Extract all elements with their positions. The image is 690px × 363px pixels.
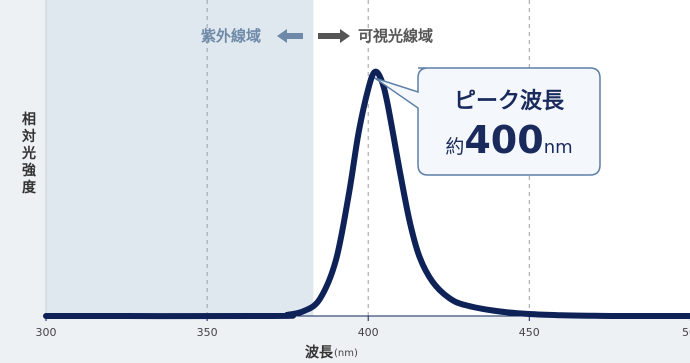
arrow-left-icon	[277, 29, 303, 43]
uv-region-label: 紫外線域	[201, 27, 261, 45]
callout-title: ピーク波長	[454, 89, 565, 114]
x-tick-label: 350	[197, 326, 218, 339]
x-tick-label: 450	[519, 326, 540, 339]
callout-value: 約400nm	[445, 118, 572, 162]
y-axis-label-char: 対	[21, 128, 36, 145]
y-axis-label-char: 相	[22, 111, 36, 128]
peak-callout: ピーク波長 約400nm	[374, 67, 601, 176]
x-tick-label: 50	[682, 326, 690, 339]
region-labels: 紫外線域 可視光線域	[201, 27, 433, 45]
arrow-right-icon	[318, 29, 350, 43]
callout-unit: nm	[544, 137, 573, 158]
x-axis-unit: (nm)	[334, 348, 358, 359]
y-axis-label-char: 光	[21, 145, 36, 162]
uv-region-band	[46, 0, 314, 316]
callout-box	[374, 67, 601, 176]
series-group	[43, 68, 690, 320]
x-tick-label: 300	[36, 326, 57, 339]
x-tick-label: 400	[358, 326, 379, 339]
x-axis-label: 波長	[305, 344, 334, 361]
visible-region-label: 可視光線域	[358, 27, 433, 45]
y-axis-label-char: 度	[22, 179, 37, 196]
spectrum-curve	[43, 68, 690, 320]
callout-prefix: 約	[445, 136, 464, 158]
y-axis-label-char: 強	[22, 162, 36, 179]
callout-number: 400	[464, 118, 543, 162]
x-axis-ticks: 300 350 400 450 50	[36, 316, 690, 339]
